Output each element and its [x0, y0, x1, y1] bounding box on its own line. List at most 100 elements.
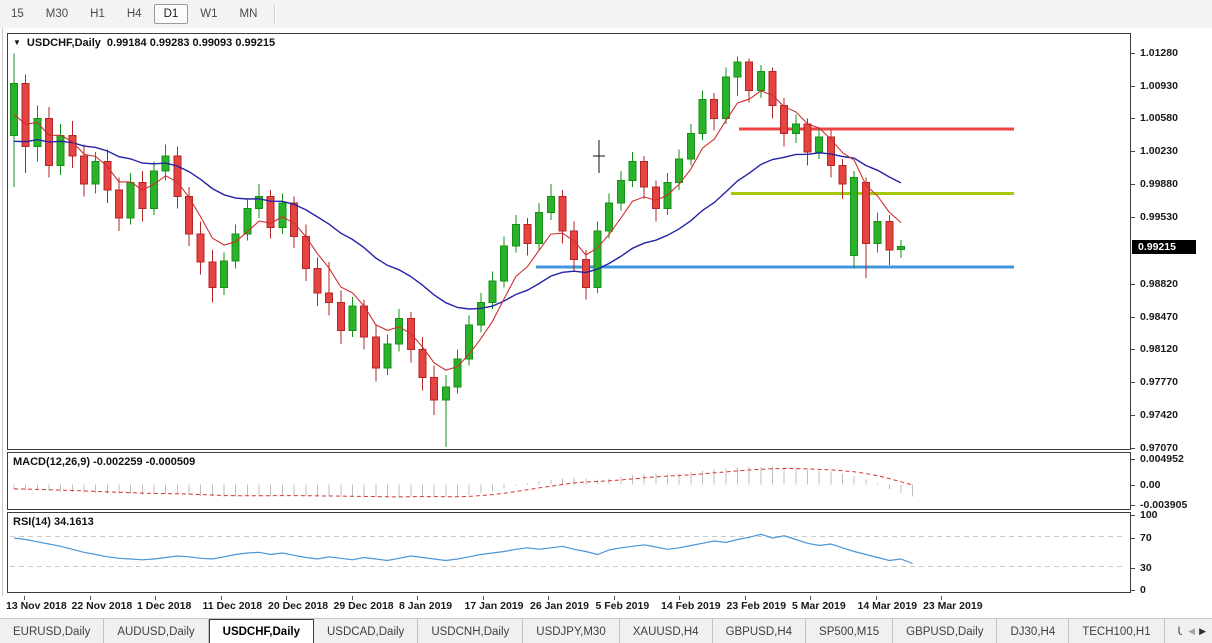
date-label: 17 Jan 2019 [464, 600, 524, 612]
price-tick-mark [1131, 217, 1135, 219]
time-axis: 13 Nov 2018 22 Nov 2018 1 Dec 2018 11 Dec 2… [0, 596, 1131, 618]
timeframe-button-w1[interactable]: W1 [200, 8, 218, 20]
chart-canvas [10, 53, 1014, 448]
tab-usdjpy-m30[interactable]: USDJPY,M30 [523, 619, 620, 643]
rsi-panel[interactable]: RSI(14) 34.1613 [7, 512, 1131, 593]
date-label: 20 Dec 2018 [268, 600, 329, 612]
date-label: 14 Mar 2019 [857, 600, 918, 612]
timeframe-button-h4[interactable]: H4 [126, 8, 142, 20]
price-tick-label: 0.98470 [1140, 310, 1178, 323]
macd-panel[interactable]: MACD(12,26,9) -0.002259 -0.000509 [7, 452, 1131, 510]
time-tick-mark [24, 596, 25, 600]
price-tick-mark [1131, 151, 1135, 153]
price-tick-label: 0.97770 [1140, 376, 1178, 389]
date-label: 23 Mar 2019 [923, 600, 983, 612]
tab-usdchf-daily[interactable]: USDCHF,Daily [208, 619, 314, 643]
rsi-tick-label: 70 [1140, 531, 1152, 544]
time-tick-mark [679, 596, 680, 600]
current-price-badge: 0.99215 [1132, 239, 1196, 254]
macd-tick-mark [1131, 458, 1135, 460]
price-tick-label: 0.99880 [1140, 178, 1178, 191]
tab-usdcad-daily[interactable]: USDCAD,Daily [314, 619, 419, 643]
tab-xauusd-h4[interactable]: XAUUSD,H4 [620, 619, 713, 643]
window-edge [2, 28, 3, 618]
time-tick-mark [155, 596, 156, 600]
price-tick-label: 1.00580 [1140, 112, 1178, 125]
date-label: 23 Feb 2019 [726, 600, 787, 612]
date-label: 11 Dec 2018 [202, 600, 263, 612]
price-tick-mark [1131, 448, 1135, 450]
time-tick-mark [220, 596, 222, 600]
time-tick-mark [613, 596, 615, 600]
rsi-tick-label: 100 [1140, 509, 1158, 521]
tab-audusd-daily[interactable]: AUDUSD,Daily [104, 619, 209, 643]
tabs-scroll-left-icon[interactable]: ◀ [1188, 626, 1196, 636]
tabs-scroll-controls: ◀ ▶ [1182, 619, 1212, 643]
chart-canvas [13, 466, 914, 498]
chart-title: ▼ USDCHF,Daily 0.99184 0.99283 0.99093 0… [13, 37, 275, 49]
tabs-scroll-right-icon[interactable]: ▶ [1199, 626, 1206, 636]
time-tick-mark [744, 596, 746, 600]
price-axis: 0.99215 1.01280 1.00930 1.00580 1.00230 0.99… [1131, 28, 1212, 596]
timeframe-button-m30[interactable]: M30 [45, 8, 69, 20]
macd-tick-label: -0.003905 [1140, 498, 1188, 511]
tab-sp500-m15[interactable]: SP500,M15 [806, 619, 894, 643]
timeframe-button-15[interactable]: 15 [11, 8, 24, 20]
chart-tabs-bar: EURUSD,Daily AUDUSD,Daily USDCHF,Daily USDC… [0, 618, 1212, 643]
price-tick-label: 1.00230 [1140, 145, 1178, 158]
price-tick-mark [1131, 382, 1135, 384]
symbol-dropdown-icon: ▼ [13, 38, 21, 47]
time-tick-mark [548, 596, 549, 600]
date-label: 13 Nov 2018 [6, 600, 67, 612]
price-tick-mark [1131, 85, 1135, 87]
time-tick-mark [810, 596, 811, 600]
timeframe-toolbar: 15 M30 H1 H4 D1 W1 MN [0, 0, 1212, 29]
date-label: 29 Dec 2018 [333, 600, 394, 612]
time-tick-mark [482, 596, 484, 600]
price-tick-mark [1131, 349, 1135, 351]
chart-tabs: EURUSD,Daily AUDUSD,Daily USDCHF,Daily USDC… [0, 619, 1182, 643]
tab-usdcnh-daily[interactable]: USDCNH,Daily [418, 619, 524, 643]
price-tick-mark [1131, 52, 1135, 54]
tab-eurusd-daily[interactable]: EURUSD,Daily [0, 619, 105, 643]
price-tick-label: 1.01280 [1140, 46, 1178, 59]
macd-tick-mark [1131, 484, 1135, 486]
price-tick-label: 0.98820 [1140, 277, 1178, 290]
price-tick-label: 0.99530 [1140, 211, 1178, 224]
timeframe-button-mn[interactable]: MN [239, 8, 258, 20]
macd-tick-label: 0.004952 [1140, 452, 1184, 465]
rsi-tick-mark [1131, 537, 1135, 539]
price-tick-label: 0.98120 [1140, 343, 1178, 356]
price-tick-label: 0.97420 [1140, 409, 1178, 422]
tab-dj30-h4[interactable]: DJ30,H4 [997, 619, 1070, 643]
chart-canvas [10, 533, 1126, 567]
price-tick-label: 0.97070 [1140, 442, 1178, 455]
price-tick-mark [1131, 283, 1135, 285]
rsi-label: RSI(14) 34.1613 [13, 516, 94, 528]
price-tick-label: 1.00930 [1140, 79, 1178, 92]
date-label: 26 Jan 2019 [530, 600, 589, 612]
time-tick-mark [941, 596, 942, 600]
timeframe-button-d1[interactable]: D1 [153, 4, 189, 24]
date-label: 22 Nov 2018 [71, 600, 133, 612]
timeframe-button-h1[interactable]: H1 [90, 8, 105, 20]
macd-tick-label: 0.00 [1140, 478, 1161, 491]
price-chart-panel[interactable]: ▼ USDCHF,Daily 0.99184 0.99283 0.99093 0… [7, 33, 1131, 450]
tab-tech100-h1[interactable]: TECH100,H1 [1069, 619, 1165, 643]
date-label: 1 Dec 2018 [137, 600, 192, 612]
date-label: 8 Jan 2019 [399, 600, 453, 612]
chart-symbol-label: USDCHF,Daily [26, 37, 101, 49]
date-label: 5 Feb 2019 [595, 600, 650, 612]
time-tick-mark [286, 596, 287, 600]
tab-ui[interactable]: UI [1165, 619, 1183, 643]
macd-label: MACD(12,26,9) -0.002259 -0.000509 [13, 456, 196, 468]
time-tick-mark [875, 596, 877, 600]
price-tick-mark [1131, 415, 1135, 417]
time-tick-mark [351, 596, 353, 600]
rsi-tick-mark [1131, 590, 1135, 591]
date-label: 14 Feb 2019 [661, 600, 721, 612]
chart-ohlc-values: 0.99184 0.99283 0.99093 0.99215 [106, 37, 276, 49]
tab-gbpusd-daily[interactable]: GBPUSD,Daily [893, 619, 998, 643]
tab-gbpusd-h4[interactable]: GBPUSD,H4 [713, 619, 807, 643]
rsi-tick-label: 30 [1140, 561, 1152, 574]
